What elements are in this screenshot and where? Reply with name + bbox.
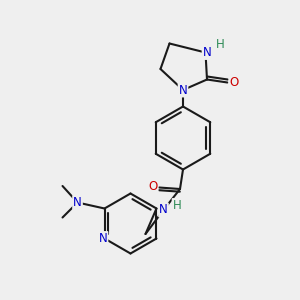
Text: N: N — [99, 232, 107, 245]
Text: N: N — [159, 203, 168, 217]
Text: O: O — [148, 179, 158, 193]
Text: O: O — [230, 76, 238, 89]
Text: H: H — [216, 38, 225, 51]
Text: N: N — [178, 83, 188, 97]
Text: H: H — [172, 199, 182, 212]
Text: N: N — [202, 46, 211, 59]
Text: N: N — [73, 196, 82, 209]
